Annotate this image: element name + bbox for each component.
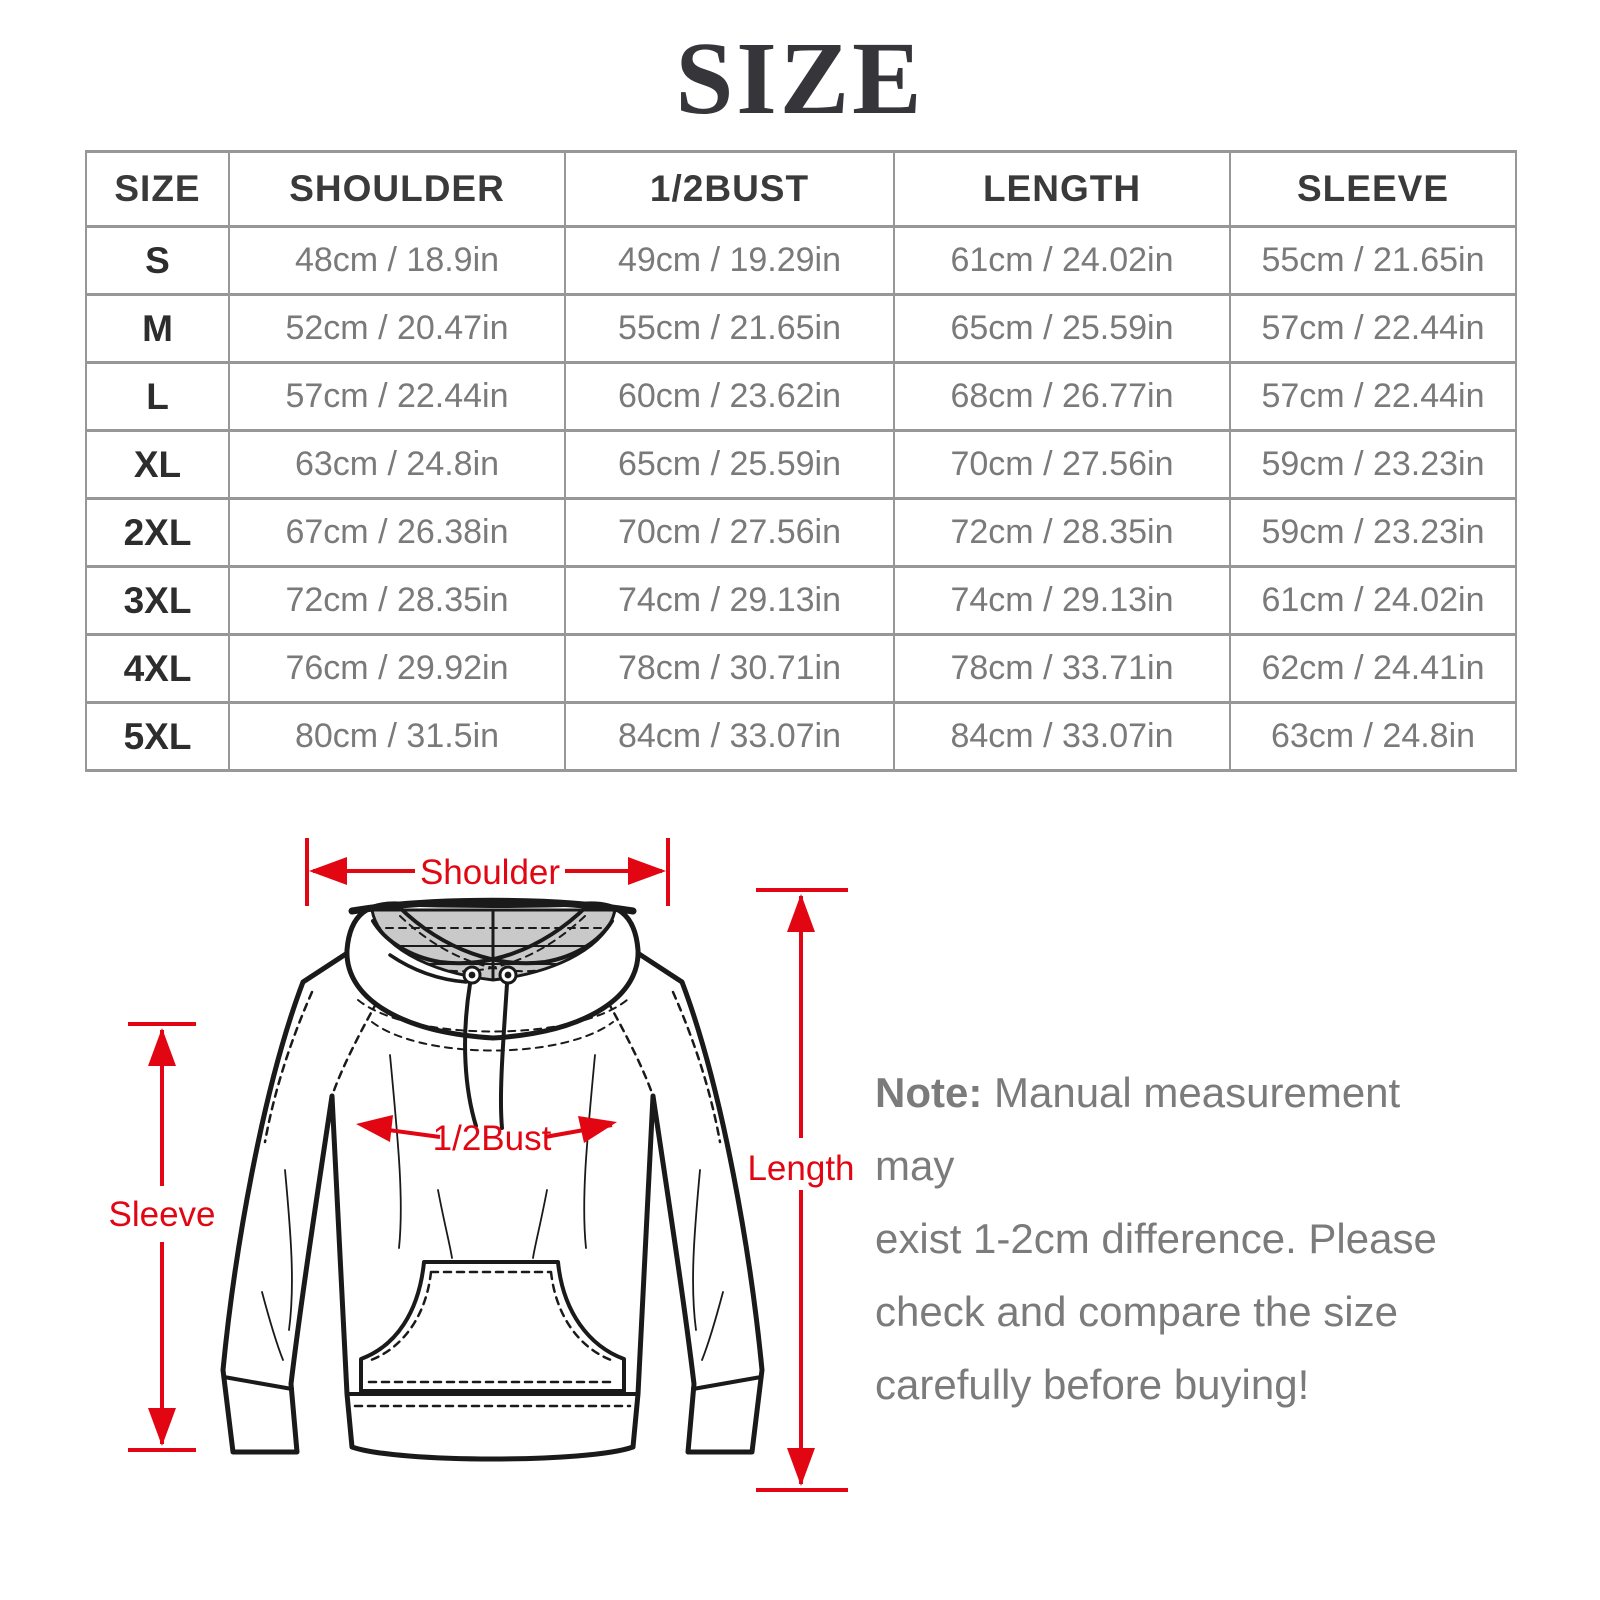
- table-cell: 72cm / 28.35in: [893, 497, 1231, 568]
- table-cell: 78cm / 33.71in: [893, 633, 1231, 704]
- note-line: Note: Manual measurement may: [875, 1069, 1401, 1189]
- table-cell: 48cm / 18.9in: [228, 225, 566, 296]
- table-row: 2XL 67cm / 26.38in 70cm / 27.56in 72cm /…: [85, 497, 1517, 568]
- table-row: L 57cm / 22.44in 60cm / 23.62in 68cm / 2…: [85, 361, 1517, 432]
- size-chart-table: SIZE SHOULDER 1/2BUST LENGTH SLEEVE S 48…: [85, 150, 1517, 772]
- table-cell: 72cm / 28.35in: [228, 565, 566, 636]
- size-label: 4XL: [85, 633, 230, 704]
- column-header-length: LENGTH: [893, 150, 1231, 228]
- table-cell: 52cm / 20.47in: [228, 293, 566, 364]
- drawstrings: [463, 982, 509, 1130]
- table-cell: 57cm / 22.44in: [1229, 293, 1517, 364]
- table-cell: 78cm / 30.71in: [564, 633, 895, 704]
- size-label: S: [85, 225, 230, 296]
- size-label: XL: [85, 429, 230, 500]
- hood-rim: [348, 897, 637, 915]
- shoulder-arrow-label: Shoulder: [420, 853, 560, 892]
- collar-shading: [388, 953, 468, 984]
- shoulder-arrow: Shoulder: [305, 838, 670, 906]
- pocket-stitching: [367, 1270, 618, 1384]
- size-label: L: [85, 361, 230, 432]
- table-cell: 55cm / 21.65in: [1229, 225, 1517, 296]
- table-cell: 62cm / 24.41in: [1229, 633, 1517, 704]
- table-cell: 84cm / 33.07in: [564, 701, 895, 772]
- column-header-size: SIZE: [85, 150, 230, 228]
- table-cell: 67cm / 26.38in: [228, 497, 566, 568]
- table-cell: 70cm / 27.56in: [564, 497, 895, 568]
- size-label: M: [85, 293, 230, 364]
- length-arrow-label: Length: [747, 1149, 854, 1188]
- hood-flap-edges: [371, 904, 614, 966]
- wrinkle-lines: [261, 1054, 724, 1361]
- table-cell: 74cm / 29.13in: [564, 565, 895, 636]
- half-bust-arrow: 1/2Bust: [356, 1115, 617, 1158]
- note-label: Note:: [875, 1069, 983, 1116]
- table-row: 5XL 80cm / 31.5in 84cm / 33.07in 84cm / …: [85, 701, 1517, 772]
- page-title: SIZE: [675, 21, 925, 136]
- hood-flap-stitching: [399, 915, 586, 973]
- size-label: 3XL: [85, 565, 230, 636]
- table-row: S 48cm / 18.9in 49cm / 19.29in 61cm / 24…: [85, 225, 1517, 296]
- hoodie-body-outline: [220, 947, 765, 1462]
- note-line: carefully before buying!: [875, 1361, 1310, 1408]
- size-label: 2XL: [85, 497, 230, 568]
- size-label: 5XL: [85, 701, 230, 772]
- kangaroo-pocket: [359, 1260, 626, 1393]
- column-header-bust: 1/2BUST: [564, 150, 895, 228]
- table-cell: 63cm / 24.8in: [228, 429, 566, 500]
- length-arrow: Length: [747, 888, 855, 1492]
- column-header-sleeve: SLEEVE: [1229, 150, 1517, 228]
- column-header-shoulder: SHOULDER: [228, 150, 566, 228]
- table-cell: 55cm / 21.65in: [564, 293, 895, 364]
- table-cell: 59cm / 23.23in: [1229, 429, 1517, 500]
- table-row: 3XL 72cm / 28.35in 74cm / 29.13in 74cm /…: [85, 565, 1517, 636]
- table-cell: 61cm / 24.02in: [1229, 565, 1517, 636]
- sleeve-arrow-label: Sleeve: [108, 1195, 215, 1234]
- hoodie-measurement-diagram: Shoulder 1/2Bust Sleeve Length: [108, 838, 855, 1492]
- half-bust-arrow-label: 1/2Bust: [433, 1119, 552, 1158]
- measurement-note: Note: Manual measurement may exist 1-2cm…: [875, 1056, 1485, 1421]
- table-cell: 80cm / 31.5in: [228, 701, 566, 772]
- table-cell: 70cm / 27.56in: [893, 429, 1231, 500]
- table-header-row: SIZE SHOULDER 1/2BUST LENGTH SLEEVE: [85, 150, 1517, 228]
- table-cell: 63cm / 24.8in: [1229, 701, 1517, 772]
- table-cell: 76cm / 29.92in: [228, 633, 566, 704]
- table-cell: 65cm / 25.59in: [564, 429, 895, 500]
- hoodie-drawing: [220, 897, 765, 1462]
- table-cell: 57cm / 22.44in: [1229, 361, 1517, 432]
- cuff-lines: [222, 1375, 763, 1391]
- note-line: exist 1-2cm difference. Please: [875, 1215, 1437, 1262]
- note-line: check and compare the size: [875, 1288, 1398, 1335]
- table-row: M 52cm / 20.47in 55cm / 21.65in 65cm / 2…: [85, 293, 1517, 364]
- table-cell: 84cm / 33.07in: [893, 701, 1231, 772]
- table-cell: 59cm / 23.23in: [1229, 497, 1517, 568]
- table-cell: 74cm / 29.13in: [893, 565, 1231, 636]
- table-row: 4XL 76cm / 29.92in 78cm / 30.71in 78cm /…: [85, 633, 1517, 704]
- table-cell: 61cm / 24.02in: [893, 225, 1231, 296]
- table-cell: 60cm / 23.62in: [564, 361, 895, 432]
- collar-seam-stitching: [357, 999, 628, 1052]
- raglan-seams: [263, 990, 722, 1144]
- sleeve-arrow: Sleeve: [108, 1022, 216, 1452]
- table-cell: 65cm / 25.59in: [893, 293, 1231, 364]
- table-cell: 49cm / 19.29in: [564, 225, 895, 296]
- table-row: XL 63cm / 24.8in 65cm / 25.59in 70cm / 2…: [85, 429, 1517, 500]
- table-cell: 68cm / 26.77in: [893, 361, 1231, 432]
- table-cell: 57cm / 22.44in: [228, 361, 566, 432]
